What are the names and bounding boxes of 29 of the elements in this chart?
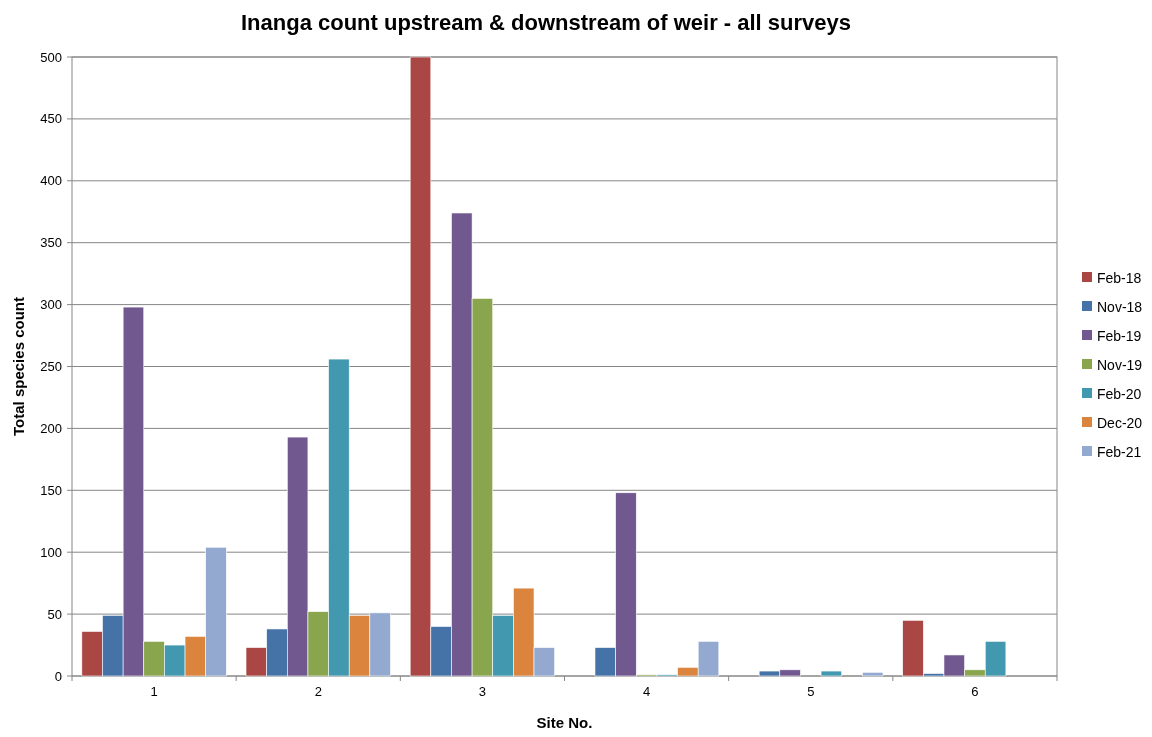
y-axis-title: Total species count <box>10 297 27 436</box>
x-tick-label: 4 <box>642 684 651 699</box>
legend-label: Feb-18 <box>1097 269 1142 286</box>
y-tick-label: 450 <box>40 111 62 127</box>
y-tick-label: 200 <box>40 420 62 436</box>
y-tick-label: 250 <box>40 359 62 375</box>
x-tick-label: 1 <box>150 684 158 699</box>
y-tick-label: 50 <box>47 606 62 622</box>
x-tick-label: 2 <box>314 684 322 699</box>
y-tick-label: 350 <box>40 235 62 251</box>
y-tick-label: 0 <box>54 668 62 684</box>
legend-label: Feb-21 <box>1097 443 1142 460</box>
bar <box>862 671 884 677</box>
y-tick-label: 300 <box>40 297 62 313</box>
bar <box>820 670 843 677</box>
legend-label: Dec-20 <box>1097 414 1143 431</box>
x-tick-label: 3 <box>478 684 487 699</box>
legend-label: Feb-19 <box>1097 327 1142 344</box>
y-tick-label: 100 <box>40 544 62 560</box>
legend-label: Feb-20 <box>1097 385 1142 402</box>
y-tick-label: 500 <box>40 49 62 65</box>
legend-label: Nov-19 <box>1097 356 1143 373</box>
y-tick-label: 400 <box>40 173 62 189</box>
y-tick-label: 150 <box>40 482 62 498</box>
x-tick-label: 6 <box>971 684 979 699</box>
legend-label: Nov-18 <box>1097 298 1143 315</box>
x-tick-label: 5 <box>807 684 815 699</box>
chart-title: Inanga count upstream & downstream of weir - all surveys <box>240 10 852 35</box>
x-axis-title: Site No. <box>536 714 593 731</box>
